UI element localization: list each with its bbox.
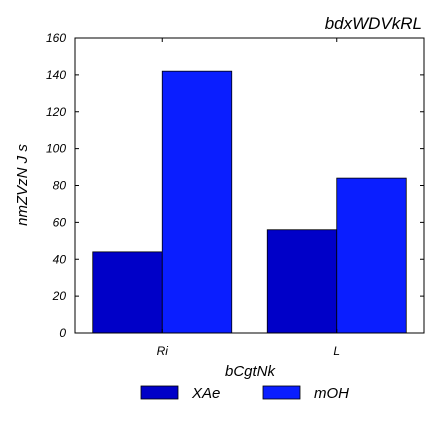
plot-frame [74, 37, 425, 334]
legend-label-XAe: XAe [191, 385, 220, 402]
y-tick-label: 40 [53, 252, 67, 266]
bar-mOH-Ri [161, 70, 233, 334]
y-tick-label: 80 [53, 179, 67, 193]
y-tick-label: 120 [46, 105, 66, 119]
bar-mOH-L [336, 177, 407, 334]
legend: XAe mOH [140, 385, 349, 402]
chart-title: bdxWDVkRL [325, 14, 422, 33]
x-tick-label: Ri [157, 344, 169, 358]
plot-area: 0 20 40 60 80 100 120 140 160 Ri L [46, 31, 424, 358]
x-axis-label: bCgtNk [225, 363, 277, 380]
legend-swatch-XAe [140, 385, 179, 400]
y-tick-label: 160 [46, 31, 66, 45]
y-tick-label: 0 [59, 326, 66, 340]
y-tick-label: 20 [52, 289, 67, 303]
legend-swatch-mOH [262, 385, 301, 400]
legend-label-mOH: mOH [314, 385, 349, 402]
bar-XAe-L [266, 229, 338, 334]
y-tick-label: 60 [53, 215, 67, 229]
y-axis-label: nmZVzN J s [14, 144, 31, 226]
bar-XAe-Ri [92, 251, 163, 334]
y-tick-label: 100 [46, 142, 66, 156]
x-tick-label: L [333, 344, 340, 358]
y-tick-label: 140 [46, 68, 66, 82]
